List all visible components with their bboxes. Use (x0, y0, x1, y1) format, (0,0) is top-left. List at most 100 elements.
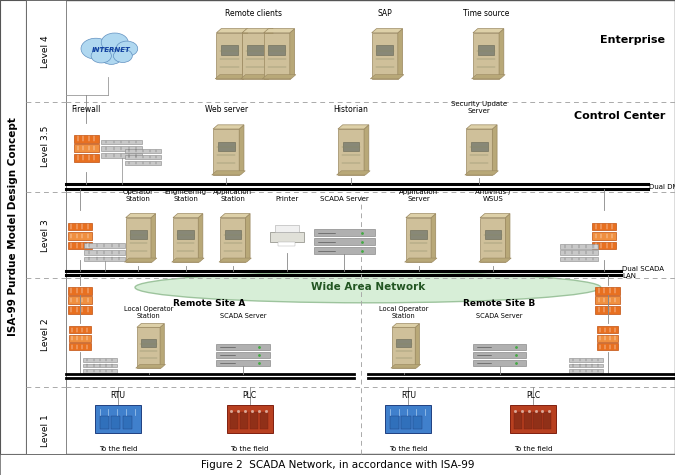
FancyBboxPatch shape (68, 306, 92, 314)
Polygon shape (268, 28, 273, 79)
Polygon shape (492, 125, 497, 175)
Text: Printer: Printer (275, 196, 298, 202)
FancyBboxPatch shape (597, 326, 618, 333)
Polygon shape (264, 33, 290, 79)
Polygon shape (415, 323, 419, 368)
FancyBboxPatch shape (514, 412, 522, 428)
Text: SAP: SAP (377, 9, 392, 18)
Text: Enterprise: Enterprise (600, 35, 665, 46)
Text: Application
Station: Application Station (213, 189, 252, 202)
Polygon shape (151, 214, 155, 262)
FancyBboxPatch shape (125, 155, 161, 159)
Polygon shape (364, 125, 369, 175)
Circle shape (101, 33, 128, 52)
Polygon shape (473, 33, 499, 79)
Polygon shape (126, 218, 151, 262)
Polygon shape (480, 214, 510, 218)
FancyBboxPatch shape (125, 149, 161, 153)
FancyBboxPatch shape (472, 344, 526, 350)
Circle shape (101, 49, 122, 65)
Text: Remote Site A: Remote Site A (173, 300, 246, 308)
Text: To the field: To the field (389, 446, 427, 452)
FancyBboxPatch shape (560, 244, 599, 248)
FancyBboxPatch shape (314, 238, 375, 245)
Text: Historian: Historian (333, 105, 369, 114)
FancyBboxPatch shape (227, 405, 273, 433)
Polygon shape (466, 129, 492, 175)
Polygon shape (173, 218, 198, 262)
FancyBboxPatch shape (0, 0, 26, 454)
FancyBboxPatch shape (74, 154, 99, 162)
FancyBboxPatch shape (560, 256, 599, 261)
Polygon shape (239, 125, 244, 175)
Text: INTERNET: INTERNET (92, 47, 131, 53)
Polygon shape (391, 364, 421, 368)
FancyBboxPatch shape (217, 142, 235, 151)
Polygon shape (246, 214, 250, 262)
Circle shape (91, 48, 111, 63)
Polygon shape (392, 323, 419, 327)
Polygon shape (215, 75, 248, 79)
FancyBboxPatch shape (178, 230, 194, 239)
Text: PLC: PLC (526, 391, 540, 400)
Text: Local Operator
Station: Local Operator Station (379, 306, 429, 319)
Polygon shape (337, 171, 370, 175)
Polygon shape (160, 323, 164, 368)
FancyBboxPatch shape (569, 369, 603, 373)
FancyBboxPatch shape (84, 250, 125, 255)
Text: Wide Area Network: Wide Area Network (310, 282, 425, 293)
Text: Level 2: Level 2 (41, 319, 51, 351)
FancyBboxPatch shape (216, 360, 270, 366)
Polygon shape (392, 327, 415, 368)
FancyBboxPatch shape (123, 416, 132, 428)
Polygon shape (124, 258, 157, 262)
FancyBboxPatch shape (221, 46, 238, 55)
Polygon shape (263, 75, 296, 79)
FancyBboxPatch shape (225, 230, 241, 239)
FancyBboxPatch shape (101, 146, 142, 151)
FancyBboxPatch shape (592, 223, 616, 230)
Polygon shape (137, 327, 160, 368)
Text: Level 3.5: Level 3.5 (41, 125, 51, 167)
Text: PLC: PLC (243, 391, 256, 400)
FancyBboxPatch shape (83, 363, 117, 368)
Polygon shape (431, 214, 436, 262)
Polygon shape (137, 323, 164, 327)
FancyBboxPatch shape (314, 247, 375, 254)
FancyBboxPatch shape (597, 343, 618, 350)
FancyBboxPatch shape (569, 363, 603, 368)
FancyBboxPatch shape (278, 242, 296, 246)
FancyBboxPatch shape (470, 142, 488, 151)
Text: To the field: To the field (99, 446, 137, 452)
Polygon shape (290, 28, 294, 79)
Polygon shape (406, 218, 431, 262)
FancyBboxPatch shape (130, 230, 146, 239)
Polygon shape (213, 129, 239, 175)
Polygon shape (242, 33, 268, 79)
Text: Engineering
Station: Engineering Station (165, 189, 207, 202)
FancyBboxPatch shape (592, 232, 616, 240)
Text: Level 1: Level 1 (41, 415, 51, 447)
Polygon shape (338, 125, 369, 129)
Polygon shape (479, 258, 511, 262)
Polygon shape (242, 28, 247, 79)
FancyBboxPatch shape (141, 339, 156, 347)
FancyBboxPatch shape (69, 343, 90, 350)
Text: Local Operator
Station: Local Operator Station (124, 306, 173, 319)
Text: Level 3: Level 3 (41, 219, 51, 251)
FancyBboxPatch shape (385, 405, 431, 433)
FancyBboxPatch shape (83, 358, 117, 362)
FancyBboxPatch shape (68, 223, 92, 230)
Text: Security Update
Server: Security Update Server (451, 101, 508, 114)
FancyBboxPatch shape (69, 335, 90, 342)
FancyBboxPatch shape (390, 416, 399, 428)
FancyBboxPatch shape (543, 412, 551, 428)
Polygon shape (212, 171, 245, 175)
Text: RTU: RTU (111, 391, 126, 400)
FancyBboxPatch shape (597, 335, 618, 342)
Polygon shape (406, 214, 436, 218)
Polygon shape (398, 28, 402, 79)
FancyBboxPatch shape (472, 360, 526, 366)
FancyBboxPatch shape (402, 416, 410, 428)
FancyBboxPatch shape (240, 412, 248, 428)
